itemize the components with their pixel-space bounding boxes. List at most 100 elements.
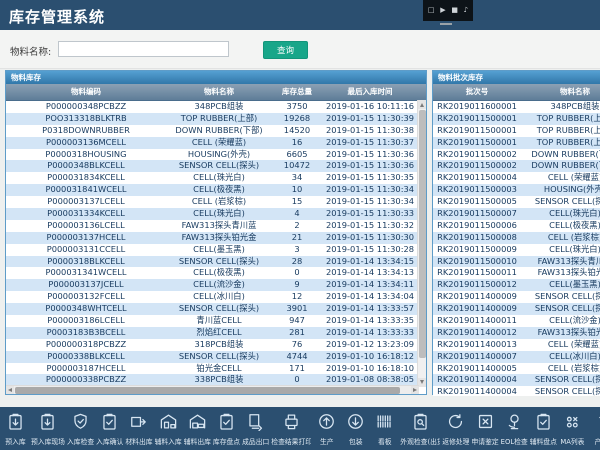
scroll-right-arrow[interactable] bbox=[411, 386, 419, 394]
cell: 2019-01-14 13:33:35 bbox=[325, 315, 415, 326]
table-row[interactable]: P000003137JCELL CELL(流沙金) 9 2019-01-14 13:3… bbox=[6, 279, 418, 292]
scroll-up-arrow[interactable] bbox=[418, 100, 426, 109]
cell: 2019-01-15 11:30:34 bbox=[325, 184, 415, 195]
cell: CELL (岩浆棕) bbox=[547, 231, 600, 242]
toolbar-button-inbound-inspection[interactable]: 入库检查 bbox=[66, 412, 95, 446]
toolbar-button-kanban[interactable]: 看板 bbox=[370, 412, 399, 446]
table-row[interactable]: RK2019011500005 SENSOR CELL(探头) bbox=[433, 196, 600, 209]
cell: POO313318BLKTRB bbox=[45, 112, 127, 123]
table-row[interactable]: RK2019011500002 DOWN RUBBER(下部) bbox=[433, 160, 600, 173]
table-row[interactable]: RK2019011400011 CELL(流沙金) bbox=[433, 315, 600, 327]
table-row[interactable]: P000031841WCELL CELL(极夜黑) 10 2019-01-15 11:… bbox=[6, 184, 418, 197]
horizontal-scrollbar[interactable] bbox=[6, 385, 419, 394]
toolbar-label: 检查结果打印 bbox=[271, 438, 312, 446]
query-button[interactable]: 查询 bbox=[263, 41, 308, 59]
toolbar-button-material-outbound[interactable]: 材料出库 bbox=[124, 412, 153, 446]
toolbar-button-ma-list[interactable]: MA列表 bbox=[558, 412, 587, 446]
table-row[interactable]: P000003132FCELL CELL(冰川白) 12 2019-01-14 13:… bbox=[6, 291, 418, 304]
table-row[interactable]: RK2019011500001 TOP RUBBER(上部) bbox=[433, 124, 600, 137]
table-row[interactable]: P000000318PCBZZ 318PCB组装 76 2019-01-12 13:2… bbox=[6, 338, 418, 351]
table-row[interactable]: RK2019011400009 SENSOR CELL(探头) bbox=[433, 291, 600, 304]
table-row[interactable]: P0000318HOUSING HOUSING(外壳) 6605 2019-01-15… bbox=[6, 148, 418, 161]
record-icon[interactable]: ■ bbox=[451, 6, 458, 14]
table-row[interactable]: P000003137HCELL FAW313探头铂光金 21 2019-01-15 1… bbox=[6, 231, 418, 244]
table-row[interactable]: P000031834KCELL CELL(珠光白) 34 2019-01-15 11:… bbox=[6, 172, 418, 185]
overlay-handle[interactable] bbox=[440, 23, 452, 25]
cell: P000003132FCELL bbox=[47, 291, 125, 302]
cell: 34 bbox=[291, 172, 303, 183]
cell: P000003137LCELL bbox=[47, 196, 125, 207]
table-row[interactable]: RK2019011500007 CELL(珠光白) bbox=[433, 208, 600, 220]
table-row[interactable]: P000003137LCELL CELL (岩浆棕) 15 2019-01-15 11… bbox=[6, 196, 418, 209]
table-row[interactable]: RK2019011400005 CELL (岩浆棕) bbox=[433, 362, 600, 375]
table-row[interactable]: RK2019011400013 CELL (荣耀蓝) bbox=[433, 338, 600, 351]
toolbar-button-inspection-result-print[interactable]: 检查结果打印 bbox=[270, 412, 312, 446]
toolbar-button-auxiliary-count[interactable]: 辅料盘点 bbox=[529, 412, 558, 446]
table-row[interactable]: RK2019011500010 FAW313探头青川蓝 bbox=[433, 255, 600, 268]
table-row[interactable]: P000003131CCELL CELL(墨玉黑) 3 2019-01-15 11:3… bbox=[6, 243, 418, 256]
scroll-thumb[interactable] bbox=[418, 110, 426, 358]
table-row[interactable]: RK2019011400012 FAW313探头铂光金 bbox=[433, 326, 600, 339]
table-row[interactable]: P000000338PCBZZ 338PCB组装 0 2019-01-08 08:38… bbox=[6, 374, 418, 387]
table-row[interactable]: P0318DOWNRUBBER DOWN RUBBER(下部) 14520 2019-… bbox=[6, 124, 418, 137]
toolbar-button-eol-inspection[interactable]: EOL检查 bbox=[500, 412, 529, 446]
table-row[interactable]: P0000338BLKCELL SENSOR CELL(探头) 4744 2019-0… bbox=[6, 350, 418, 363]
toolbar-button-appraisal-request[interactable]: 申请鉴定 bbox=[470, 412, 499, 446]
capture-icon[interactable]: □ bbox=[427, 6, 435, 14]
toolbar-button-product-more[interactable]: 产品 bbox=[587, 412, 600, 446]
play-icon[interactable]: ▶ bbox=[440, 6, 446, 14]
table-row[interactable]: RK2019011500009 CELL(珠光白) bbox=[433, 243, 600, 256]
toolbar-button-production[interactable]: 生产 bbox=[312, 412, 341, 446]
volume-icon[interactable]: ♪ bbox=[463, 6, 469, 14]
table-row[interactable]: RK2019011400004 SENSOR CELL(探头) bbox=[433, 374, 600, 387]
table-row[interactable]: RK2019011500011 FAW313探头铂光金 bbox=[433, 267, 600, 280]
table-row[interactable]: POO313318BLKTRB TOP RUBBER(上部) 19268 2019-0… bbox=[6, 112, 418, 125]
table-row[interactable]: RK2019011400009 SENSOR CELL(探头) bbox=[433, 303, 600, 316]
shield-check-icon bbox=[71, 413, 90, 435]
table-row[interactable]: RK2019011400007 CELL(冰川白) bbox=[433, 350, 600, 363]
toolbar-button-packaging[interactable]: 包装 bbox=[341, 412, 370, 446]
material-name-input[interactable] bbox=[58, 41, 229, 57]
toolbar-button-pre-inbound-site[interactable]: 预入库现场 bbox=[30, 412, 66, 446]
cell: 2019-01-15 11:30:30 bbox=[325, 231, 415, 242]
toolbar-button-auxiliary-inbound[interactable]: 辅料入库 bbox=[154, 412, 183, 446]
scroll-down-arrow[interactable] bbox=[418, 378, 426, 387]
cell: CELL(珠光白) bbox=[193, 208, 245, 219]
toolbar-button-inventory-count[interactable]: 库存盘点 bbox=[212, 412, 241, 446]
table-row[interactable]: RK2019011600001 348PCB组装 bbox=[433, 101, 600, 113]
table-row[interactable]: RK2019011500001 TOP RUBBER(上部) bbox=[433, 136, 600, 149]
table-row[interactable]: RK2019011500008 CELL (岩浆棕) bbox=[433, 231, 600, 244]
table-row[interactable]: P0000348BLKCELL SENSOR CELL(探头) 10472 2019-… bbox=[6, 160, 418, 173]
cell: DOWN RUBBER(下部) bbox=[531, 160, 600, 171]
table-row[interactable]: P000031341WCELL CELL(极夜黑) 0 2019-01-14 13:3… bbox=[6, 267, 418, 280]
table-row[interactable]: P0000348WHTCELL SENSOR CELL(探头) 3901 2019-0… bbox=[6, 303, 418, 316]
screen-recorder-overlay[interactable]: □ ▶ ■ ♪ bbox=[423, 0, 473, 21]
table-row[interactable]: P000031334KCELL CELL(珠光白) 4 2019-01-15 11:3… bbox=[6, 208, 418, 220]
toolbar-button-finished-goods-out[interactable]: 成品出口 bbox=[241, 412, 270, 446]
table-row[interactable]: P000003136MCELL CELL (荣耀蓝) 16 2019-01-15 11… bbox=[6, 136, 418, 149]
table-row[interactable]: P000003136LCELL FAW313探头青川蓝 2 2019-01-15 11… bbox=[6, 219, 418, 232]
table-row[interactable]: RK2019011500001 TOP RUBBER(上部) bbox=[433, 112, 600, 125]
scroll-left-arrow[interactable] bbox=[6, 386, 14, 394]
table-row[interactable]: P000000348PCBZZ 348PCB组装 3750 2019-01-16 10… bbox=[6, 101, 418, 113]
warehouse-out-icon bbox=[188, 414, 207, 435]
table-row[interactable]: RK2019011500006 CELL(极夜黑) bbox=[433, 219, 600, 232]
scroll-thumb[interactable] bbox=[15, 386, 400, 394]
toolbar-button-auxiliary-outbound[interactable]: 辅料出库 bbox=[183, 412, 212, 446]
table-row[interactable]: P000003187HCELL 铂光金CELL 171 2019-01-10 16:1… bbox=[6, 362, 418, 375]
toolbar-button-pre-inbound[interactable]: 预入库 bbox=[1, 412, 30, 446]
toolbar-button-inbound-confirm[interactable]: 入库确认 bbox=[95, 412, 124, 446]
table-row[interactable]: RK2019011400004 SENSOR CELL(探头) bbox=[433, 386, 600, 396]
table-row[interactable]: RK2019011500004 CELL (荣耀蓝) bbox=[433, 172, 600, 185]
table-row[interactable]: RK2019011500012 CELL(墨玉黑) bbox=[433, 279, 600, 292]
table-row[interactable]: P000003186LCELL 青川蓝CELL 947 2019-01-14 13:3… bbox=[6, 315, 418, 327]
vertical-scrollbar[interactable] bbox=[417, 100, 426, 387]
cell: RK2019011500012 bbox=[437, 279, 517, 290]
table-row[interactable]: P0000318BLKCELL SENSOR CELL(探头) 28 2019-01-… bbox=[6, 255, 418, 268]
search-bar: 物料名称: 查询 bbox=[0, 30, 600, 69]
toolbar-button-appearance-inspection[interactable]: 外观检查(出货) bbox=[399, 412, 441, 446]
toolbar-button-rework-handling[interactable]: 返修处理 bbox=[441, 412, 470, 446]
table-row[interactable]: RK2019011500003 HOUSING(外壳) bbox=[433, 184, 600, 197]
table-row[interactable]: P0003183B3BCELL 烈焰红CELL 281 2019-01-14 13:3… bbox=[6, 326, 418, 339]
table-row[interactable]: RK2019011500002 DOWN RUBBER(下部) bbox=[433, 148, 600, 161]
